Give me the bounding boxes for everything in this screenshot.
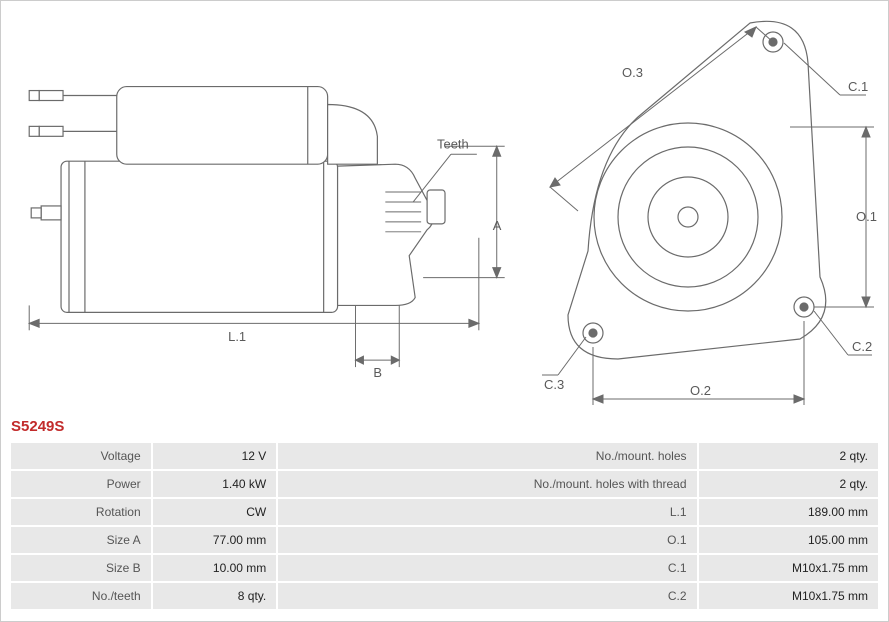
table-row: Voltage12 VNo./mount. holes2 qty. bbox=[11, 443, 878, 469]
spec-table: Voltage12 VNo./mount. holes2 qty.Power1.… bbox=[9, 441, 880, 611]
table-row: Size B10.00 mmC.1M10x1.75 mm bbox=[11, 555, 878, 581]
dim-C2: C.2 bbox=[852, 339, 872, 354]
spec-label: Size B bbox=[11, 555, 151, 581]
teeth-label: Teeth bbox=[437, 136, 469, 151]
dim-O1: O.1 bbox=[856, 209, 877, 224]
diagram-row: L.1 B A bbox=[9, 7, 880, 412]
front-view: O.3 O.1 O.2 bbox=[517, 7, 879, 412]
spec-value: 77.00 mm bbox=[153, 527, 277, 553]
spec-sheet: L.1 B A bbox=[0, 0, 889, 622]
spec-label: Rotation bbox=[11, 499, 151, 525]
table-row: RotationCWL.1189.00 mm bbox=[11, 499, 878, 525]
spec-label: C.1 bbox=[278, 555, 696, 581]
dim-C3: C.3 bbox=[544, 377, 564, 392]
spec-label: Voltage bbox=[11, 443, 151, 469]
table-row: Power1.40 kWNo./mount. holes with thread… bbox=[11, 471, 878, 497]
spec-label: L.1 bbox=[278, 499, 696, 525]
spec-value: 105.00 mm bbox=[699, 527, 878, 553]
dim-O2: O.2 bbox=[690, 383, 711, 398]
spec-label: O.1 bbox=[278, 527, 696, 553]
table-row: No./teeth8 qty.C.2M10x1.75 mm bbox=[11, 583, 878, 609]
dim-A: A bbox=[493, 218, 502, 233]
spec-label: Size A bbox=[11, 527, 151, 553]
spec-value: 2 qty. bbox=[699, 471, 878, 497]
dim-B: B bbox=[373, 365, 382, 380]
spec-label: Power bbox=[11, 471, 151, 497]
spec-value: 8 qty. bbox=[153, 583, 277, 609]
dim-O3: O.3 bbox=[622, 65, 643, 80]
part-number: S5249S bbox=[11, 418, 880, 435]
spec-value: 12 V bbox=[153, 443, 277, 469]
spec-value: CW bbox=[153, 499, 277, 525]
spec-label: No./mount. holes with thread bbox=[278, 471, 696, 497]
spec-label: No./mount. holes bbox=[278, 443, 696, 469]
dim-C1: C.1 bbox=[848, 79, 868, 94]
table-row: Size A77.00 mmO.1105.00 mm bbox=[11, 527, 878, 553]
spec-label: C.2 bbox=[278, 583, 696, 609]
spec-value: M10x1.75 mm bbox=[699, 583, 878, 609]
side-view: L.1 B A bbox=[9, 7, 507, 412]
spec-label: No./teeth bbox=[11, 583, 151, 609]
spec-value: 1.40 kW bbox=[153, 471, 277, 497]
spec-value: 10.00 mm bbox=[153, 555, 277, 581]
spec-value: 189.00 mm bbox=[699, 499, 878, 525]
spec-value: 2 qty. bbox=[699, 443, 878, 469]
dim-L1: L.1 bbox=[228, 329, 246, 344]
spec-value: M10x1.75 mm bbox=[699, 555, 878, 581]
